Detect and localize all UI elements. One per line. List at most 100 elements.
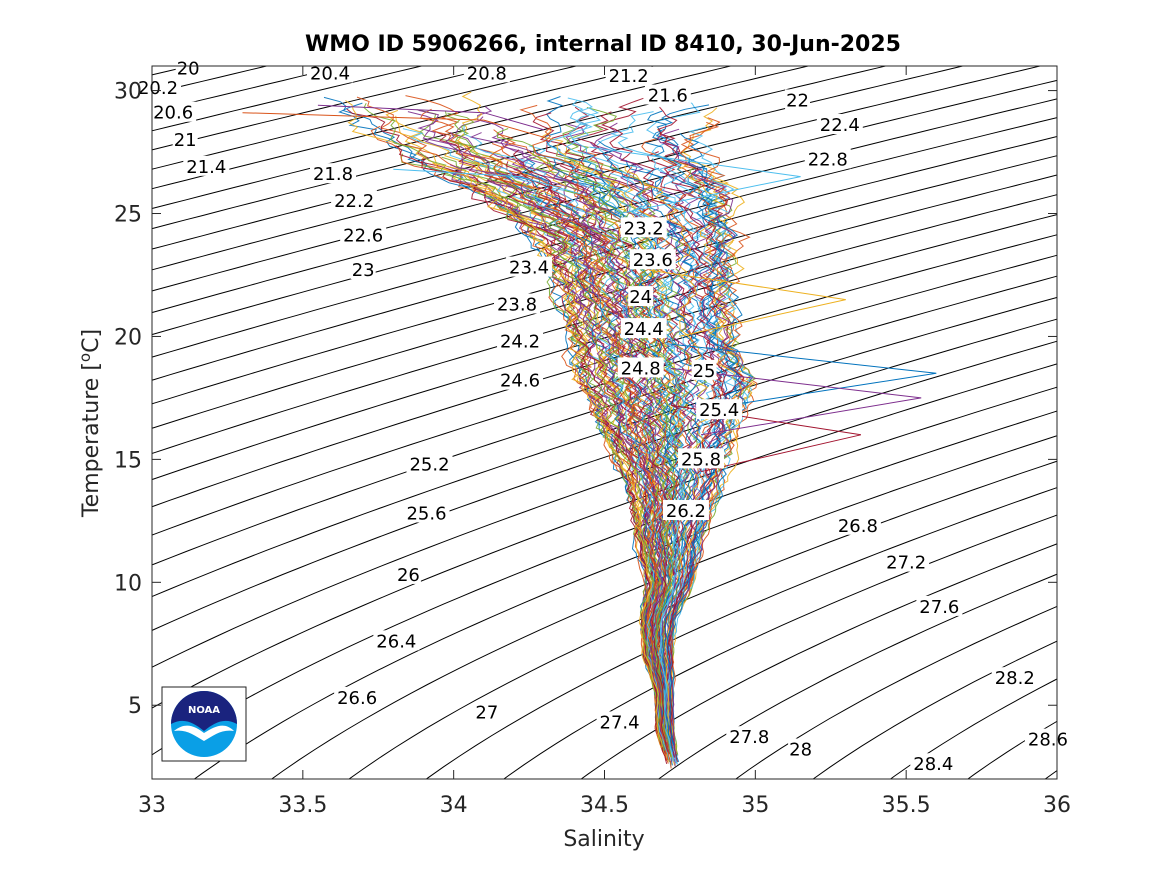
isopycnal-label: 21 <box>174 130 197 151</box>
isopycnal-label: 21.2 <box>609 66 649 87</box>
x-tick-label: 34.5 <box>580 793 629 818</box>
isopycnal-label: 26.6 <box>337 688 377 709</box>
float-profile <box>657 106 729 763</box>
isopycnal-line <box>152 386 1057 756</box>
isopycnal-line <box>152 79 1057 314</box>
isopycnal-label: 27.8 <box>729 727 769 748</box>
float-profile <box>345 100 667 761</box>
isopycnal-label-bg <box>172 128 198 149</box>
isopycnal-label-bg <box>991 667 1038 688</box>
y-tick-label: 15 <box>114 448 142 473</box>
isopycnal-label-bg <box>910 753 957 774</box>
isopycnal-line <box>152 66 501 151</box>
isopycnal-label-bg <box>334 686 381 707</box>
isopycnal-line <box>152 66 1043 292</box>
isopycnal-label: 27.4 <box>600 712 640 733</box>
isopycnal-label-bg <box>834 514 881 535</box>
isopycnal-line <box>152 66 424 132</box>
isopycnal-label: 20 <box>177 58 200 79</box>
isopycnal-label-bg <box>605 64 652 85</box>
isopycnal-label: 23.8 <box>497 294 537 315</box>
isopycnal-line <box>348 460 1057 779</box>
isopycnal-label-bg <box>406 453 453 474</box>
x-tick-label: 34 <box>440 793 468 818</box>
float-profile <box>565 107 708 750</box>
float-profile <box>472 170 665 751</box>
isopycnal-label-bg <box>135 77 182 98</box>
isopycnal-label-bg <box>350 259 376 280</box>
float-profile <box>645 142 741 745</box>
isopycnal-label: 23.4 <box>509 258 549 279</box>
isopycnal-label-bg <box>183 155 230 176</box>
x-tick-label: 33 <box>138 793 166 818</box>
float-profile <box>596 127 719 752</box>
isopycnal-label-bg <box>596 711 643 732</box>
float-profile <box>488 143 666 741</box>
isopycnal-line <box>152 296 1057 598</box>
x-axis-label: Salinity <box>563 827 644 852</box>
isopycnal-label-bg <box>617 357 664 378</box>
isopycnal-label-bg <box>1024 728 1071 749</box>
isopycnal-label-bg <box>331 190 378 211</box>
isopycnal-line <box>657 573 1057 779</box>
float-profile <box>242 112 545 138</box>
isopycnal-label-bg <box>628 286 654 307</box>
float-profile <box>565 97 691 762</box>
isopycnal-line <box>152 318 1057 631</box>
isopycnal-label-bg <box>310 163 356 184</box>
isopycnal-label-bg <box>691 359 717 380</box>
isopycnal-label-bg <box>620 217 667 238</box>
isopycnal-label-bg <box>662 500 709 521</box>
isopycnal-line <box>152 136 1057 381</box>
isopycnal-label: 25.4 <box>699 400 739 421</box>
isopycnal-label: 26.4 <box>376 631 416 652</box>
float-profile <box>656 128 746 754</box>
isopycnal-label-bg <box>629 249 676 270</box>
isopycnal-label: 22.4 <box>820 115 860 136</box>
float-profile <box>667 343 937 411</box>
isopycnal-label: 27.6 <box>919 597 959 618</box>
isopycnal-line <box>122 0 1087 27</box>
isopycnal-label: 25 <box>693 361 716 382</box>
isopycnal-label: 22.6 <box>343 226 383 247</box>
isopycnal-label: 24.2 <box>500 331 540 352</box>
isopycnal-label-bg <box>403 502 450 523</box>
isopycnal-label: 28.2 <box>995 668 1035 689</box>
x-tick-label: 35.5 <box>882 793 931 818</box>
isopycnal-label-bg <box>175 57 201 78</box>
isopycnal-label: 27 <box>475 703 498 724</box>
isopycnal-label: 22.8 <box>808 149 848 170</box>
isopycnal-label-bg <box>506 256 553 277</box>
isopycnal-label-bg <box>150 101 197 122</box>
isopycnal-label: 24.8 <box>621 358 661 379</box>
y-tick-label: 10 <box>114 571 142 596</box>
isopycnal-label-bg <box>804 148 851 169</box>
isopycnal-label: 25.6 <box>406 503 446 524</box>
x-axis: 33 33.5 34 34.5 35 35.5 36 <box>138 66 1071 818</box>
isopycnal-line <box>503 514 1057 779</box>
isopycnal-label: 23.6 <box>633 250 673 271</box>
isopycnal-label: 23.2 <box>624 218 664 239</box>
isopycnal-label: 21.8 <box>313 164 353 185</box>
isopycnal-label-bg <box>788 738 814 759</box>
isopycnal-label: 26.2 <box>666 501 706 522</box>
isopycnal-line <box>152 174 1057 429</box>
isopycnal-label: 21.4 <box>186 157 226 178</box>
isopycnal-label-bg <box>816 114 863 135</box>
float-profile <box>519 104 678 756</box>
x-tick-label: 35 <box>741 793 769 818</box>
isopycnal-line <box>734 605 1057 779</box>
isopycnal-label-bg <box>916 595 963 616</box>
isopycnal-label: 28.4 <box>913 754 953 775</box>
isopycnal-label-bg <box>497 369 544 390</box>
y-axis: 5 10 15 20 25 30 <box>114 80 1057 719</box>
isopycnal-line <box>425 487 1057 779</box>
isopycnal-line <box>152 66 733 210</box>
isopycnal-label-bg <box>306 62 353 83</box>
isopycnal-label: 25.2 <box>409 454 449 475</box>
y-tick-label: 30 <box>114 80 142 105</box>
isopycnal-line <box>152 66 579 170</box>
isopycnal-label-bg <box>678 448 725 469</box>
